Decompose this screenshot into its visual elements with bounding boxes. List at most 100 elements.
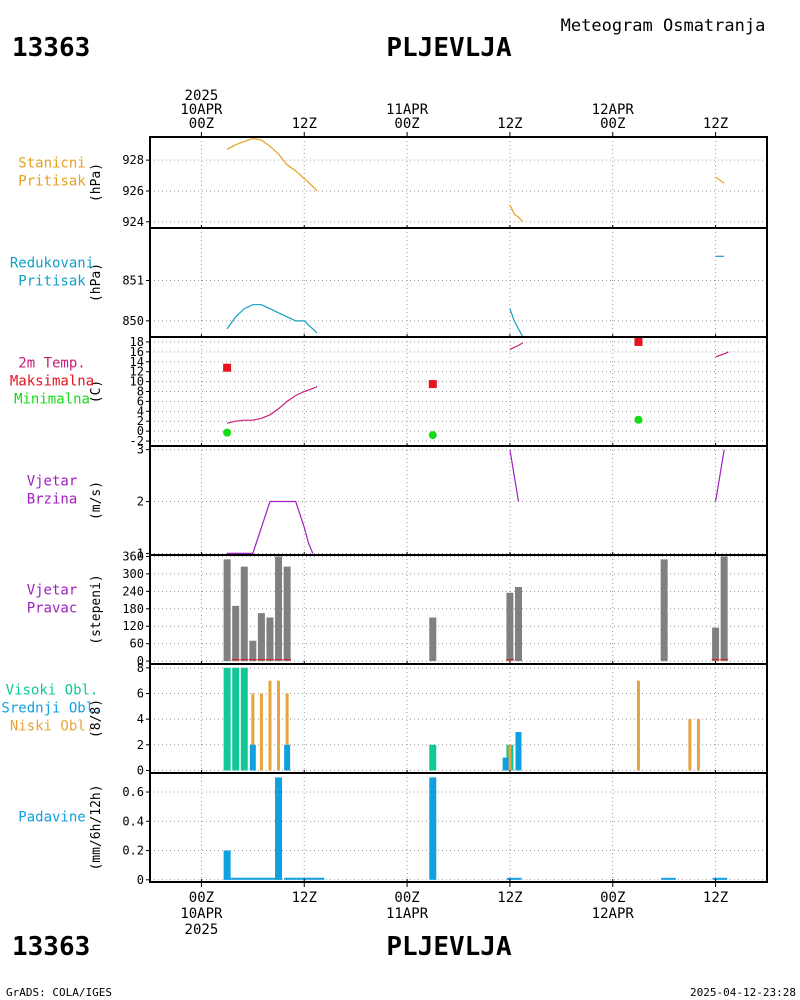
bottom-time-label: 12APR <box>592 906 635 922</box>
station-pressure-series-line <box>715 176 725 184</box>
bottom-time-label: 12Z <box>292 890 317 906</box>
top-time-label: 00Z <box>394 116 419 132</box>
wind-speed-ytick-label: 1 <box>137 546 144 560</box>
temperature-series-line <box>715 351 729 358</box>
top-time-label: 10APR <box>180 102 223 118</box>
product-title: Meteogram Osmatranja <box>561 16 766 36</box>
grid-layer <box>150 137 767 882</box>
wind-direction-panel-label: Pravac <box>27 601 78 617</box>
wind-direction-ytick-label: 240 <box>122 584 144 598</box>
wind-direction-ylabel: (stepeni) <box>89 574 104 644</box>
precipitation-frame <box>149 772 768 883</box>
temperature-ytick-label: 16 <box>130 345 144 359</box>
top-time-label: 11APR <box>386 102 429 118</box>
wind-speed-panel-label: Brzina <box>27 492 78 508</box>
temperature-ytick-label: 2 <box>137 414 144 428</box>
station-pressure-ylabel: (hPa) <box>89 163 104 202</box>
wind-direction-bar <box>240 566 248 662</box>
tmin-point <box>428 431 437 440</box>
temperature-ytick-label: -2 <box>130 434 144 448</box>
bottom-time-label: 12Z <box>497 890 522 906</box>
cloud-low-bar <box>259 693 263 771</box>
bottom-time-label: 00Z <box>189 890 214 906</box>
temperature-series-line <box>509 342 524 350</box>
tmax-point <box>428 380 437 389</box>
cloud-low-bar <box>268 680 272 771</box>
precip-bar <box>223 850 231 880</box>
temperature-ytick-label: 6 <box>137 394 144 408</box>
bottom-time-label: 10APR <box>180 906 223 922</box>
temperature-ytick-label: 0 <box>137 424 144 438</box>
wind-direction-panel-label: Vjetar <box>27 583 78 599</box>
footer-timestamp: 2025-04-12-23:28 <box>690 986 796 999</box>
clouds-panel-label: Visoki Obl. <box>6 683 99 699</box>
station-id-top: 13363 <box>12 33 90 63</box>
wind-direction-bar <box>257 613 265 662</box>
wind-speed-series-line <box>715 449 725 502</box>
reduced-pressure-ytick-label: 851 <box>122 273 144 287</box>
bottom-time-label: 2025 <box>185 922 219 938</box>
wind-direction-bar <box>249 640 257 662</box>
bottom-time-label: 00Z <box>600 890 625 906</box>
tmin-point <box>634 415 643 424</box>
temperature-ytick-label: 12 <box>130 365 144 379</box>
station-pressure-ytick-label: 928 <box>122 153 144 167</box>
text-layer: 13363 PLJEVLJA Meteogram Osmatranja 1336… <box>1 16 796 999</box>
wind-direction-ytick-label: 300 <box>122 567 144 581</box>
clouds-ytick-label: 8 <box>137 661 144 675</box>
station-id-bottom: 13363 <box>12 932 90 962</box>
clouds-ytick-label: 4 <box>137 712 144 726</box>
wind-direction-bar <box>232 605 240 662</box>
wind-direction-bar <box>283 566 291 662</box>
wind-direction-bar <box>275 556 283 662</box>
cloud-high-bar <box>429 744 437 771</box>
station-name-top: PLJEVLJA <box>386 33 512 63</box>
wind-direction-bar <box>720 556 728 662</box>
temperature-ylabel: (C) <box>89 380 104 403</box>
wind-direction-bar <box>266 617 274 662</box>
station-pressure-series-line <box>509 204 524 223</box>
temperature-panel-label: 2m Temp. <box>18 356 85 372</box>
tmax-point <box>223 363 232 372</box>
wind-direction-ytick-label: 360 <box>122 549 144 563</box>
temperature-ytick-label: 8 <box>137 385 144 399</box>
top-time-label: 12APR <box>592 102 635 118</box>
wind-speed-panel-label: Vjetar <box>27 474 78 490</box>
precipitation-panel-label: Padavine <box>18 810 85 826</box>
precipitation-ytick-label: 0.6 <box>122 785 144 799</box>
temperature-ytick-label: 10 <box>130 375 144 389</box>
cloud-high-bar <box>232 667 240 771</box>
station-pressure-ytick-label: 924 <box>122 215 144 229</box>
top-time-label: 00Z <box>189 116 214 132</box>
cloud-low-bar <box>636 680 640 771</box>
bottom-time-label: 00Z <box>394 890 419 906</box>
clouds-panel-label: Niski Obl. <box>10 719 94 735</box>
precip-bar <box>429 777 437 880</box>
station-pressure-panel-label: Pritisak <box>18 174 86 190</box>
cloud-high-bar <box>240 667 248 771</box>
clouds-ylabel: (8/8) <box>89 699 104 738</box>
data-layer <box>223 137 729 880</box>
wind-speed-ylabel: (m/s) <box>89 481 104 520</box>
station-pressure-panel-label: Stanicni <box>18 156 85 172</box>
temperature-panel-label: Maksimalna <box>10 374 94 390</box>
wind-direction-ytick-label: 120 <box>122 619 144 633</box>
wind-direction-bar <box>429 617 437 662</box>
wind-direction-ytick-label: 180 <box>122 602 144 616</box>
cloud-low-bar <box>508 744 512 771</box>
cloud-low-bar <box>251 693 255 771</box>
temperature-ytick-label: 18 <box>130 335 144 349</box>
footer-credit: GrADS: COLA/IGES <box>6 986 112 999</box>
bottom-time-label: 12Z <box>703 890 728 906</box>
precip-bar <box>275 777 283 880</box>
reduced-pressure-ylabel: (hPa) <box>89 263 104 302</box>
clouds-ytick-label: 2 <box>137 738 144 752</box>
wind-direction-bar <box>712 627 720 662</box>
clouds-panel-label: Srednji Obl. <box>1 701 102 717</box>
wind-speed-frame <box>149 445 768 556</box>
cloud-low-bar <box>277 680 281 771</box>
cloud-mid-bar <box>515 731 522 771</box>
wind-speed-ytick-label: 3 <box>137 443 144 457</box>
temperature-panel-label: Minimalna <box>14 392 90 408</box>
